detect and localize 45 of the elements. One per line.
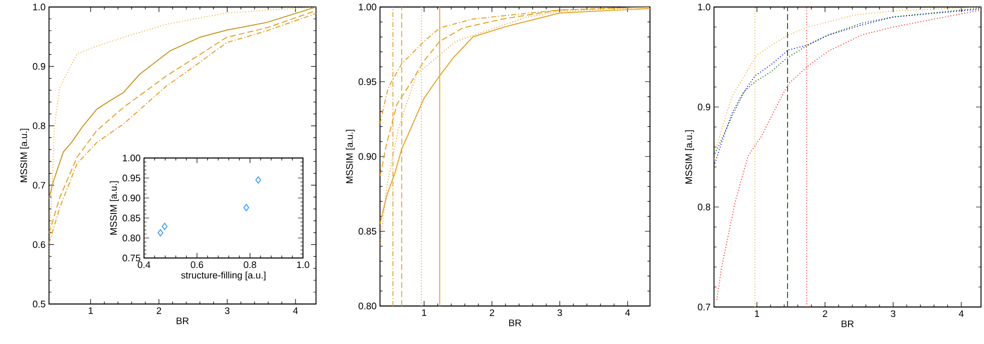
x-tick-label: 3 — [224, 307, 230, 314]
x-tick-label: 1 — [755, 310, 760, 317]
x-tick-label: 3 — [558, 309, 562, 316]
y-tick-label: 0.85 — [358, 228, 376, 235]
x-tick-label: 3 — [890, 310, 896, 318]
y-tick-label: 0.90 — [358, 153, 376, 160]
y-tick-label: 0.85 — [122, 214, 140, 222]
x-tick-label: 1.0 — [297, 261, 310, 268]
y-tick-label: 0.8 — [32, 122, 46, 130]
x-tick-label: 1 — [422, 309, 426, 316]
y-axis-title: MSSIM [a.u.] — [110, 181, 119, 235]
y-axis-title: MSSIM [a.u.] — [20, 128, 29, 182]
y-tick-label: 0.9 — [32, 63, 46, 70]
y-tick-label: 1.00 — [122, 154, 140, 162]
x-tick-label: 2 — [156, 307, 162, 314]
y-tick-label: 0.6 — [32, 241, 46, 248]
y-tick-label: 0.90 — [122, 194, 140, 202]
y-tick-label: 0.80 — [358, 302, 376, 310]
y-tick-label: 1.00 — [358, 4, 376, 10]
x-tick-label: 2 — [490, 309, 494, 316]
y-tick-label: 1.0 — [33, 4, 46, 10]
y-axis-title: MSSIM [a.u.] — [685, 130, 694, 184]
y-tick-label: 0.75 — [122, 254, 140, 262]
x-tick-label: 0.4 — [138, 261, 150, 268]
x-tick-label: 4 — [625, 309, 630, 316]
y-tick-label: 0.5 — [32, 300, 46, 308]
y-tick-label: 0.95 — [358, 78, 376, 86]
x-tick-label: 1 — [88, 307, 93, 314]
y-tick-label: 0.9 — [698, 104, 710, 110]
x-tick-label: 4 — [293, 307, 298, 314]
x-axis-title: structure-filling [a.u.] — [181, 272, 266, 280]
x-axis-title: BR — [842, 320, 854, 328]
x-tick-label: 4 — [958, 310, 964, 317]
y-axis-title: MSSIM [a.u.] — [346, 130, 355, 184]
y-tick-label: 0.95 — [122, 174, 140, 182]
x-tick-label: 2 — [822, 310, 828, 317]
y-tick-label: 0.8 — [698, 204, 710, 210]
y-tick-label: 1.0 — [698, 4, 710, 10]
x-axis-title: BR — [509, 320, 522, 326]
x-axis-title: BR — [176, 318, 189, 324]
y-tick-label: 0.80 — [122, 234, 140, 242]
x-tick-label: 0.6 — [190, 261, 204, 268]
y-tick-label: 0.7 — [32, 182, 46, 189]
y-tick-label: 0.7 — [698, 304, 710, 310]
x-tick-label: 0.8 — [244, 261, 256, 268]
